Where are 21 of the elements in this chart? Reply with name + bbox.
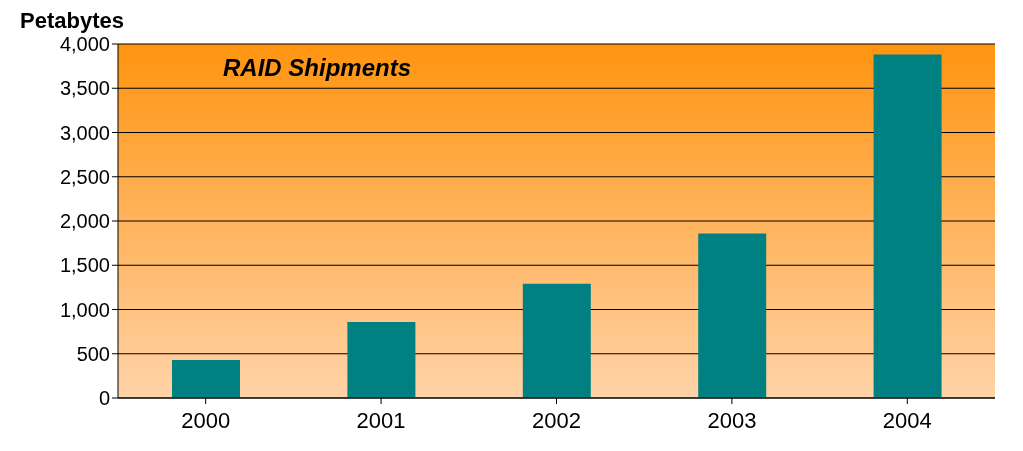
bar <box>873 54 942 398</box>
y-tick-label: 1,000 <box>59 298 110 321</box>
y-tick-label: 2,500 <box>59 165 110 188</box>
bar <box>698 233 767 398</box>
y-tick-label: 3,500 <box>59 77 110 100</box>
chart-title: RAID Shipments <box>223 54 412 82</box>
x-tick-label: 2003 <box>707 407 757 433</box>
y-axis-title: Petabytes <box>20 8 124 34</box>
x-tick-label: 2000 <box>181 407 231 433</box>
y-tick-label: 1,500 <box>59 254 110 277</box>
bar <box>347 321 416 398</box>
x-tick-label: 2001 <box>356 407 406 433</box>
y-tick-label: 2,000 <box>59 210 110 233</box>
y-tick-label: 0 <box>98 387 110 410</box>
y-tick-label: 3,000 <box>59 121 110 144</box>
x-tick-label: 2002 <box>532 407 581 433</box>
y-tick-label: 4,000 <box>59 33 110 56</box>
bar <box>522 283 591 398</box>
bar <box>172 359 240 398</box>
y-tick-label: 500 <box>76 342 110 365</box>
x-tick-label: 2004 <box>882 407 932 433</box>
